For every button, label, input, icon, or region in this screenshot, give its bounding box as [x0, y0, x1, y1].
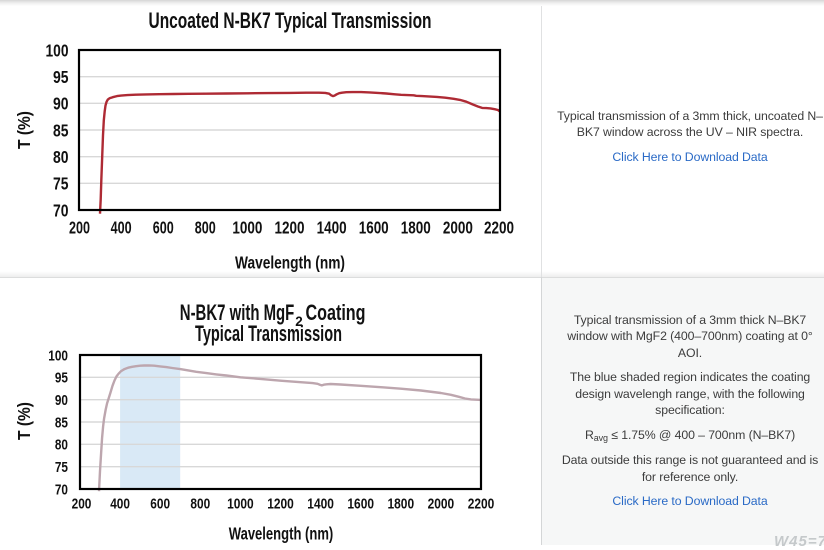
svg-text:Typical Transmission: Typical Transmission — [195, 321, 342, 346]
svg-text:1200: 1200 — [275, 217, 305, 237]
svg-text:1400: 1400 — [317, 217, 347, 237]
svg-text:1600: 1600 — [359, 217, 389, 237]
svg-text:800: 800 — [195, 217, 216, 237]
svg-text:1000: 1000 — [227, 496, 254, 512]
svg-text:90: 90 — [55, 393, 68, 409]
svg-text:2200: 2200 — [468, 496, 495, 512]
svg-text:1800: 1800 — [388, 496, 415, 512]
svg-text:70: 70 — [55, 482, 68, 498]
svg-text:75: 75 — [55, 460, 68, 476]
svg-text:95: 95 — [53, 67, 69, 87]
svg-text:2: 2 — [295, 314, 303, 329]
svg-text:90: 90 — [53, 94, 69, 114]
svg-text:80: 80 — [53, 147, 69, 167]
svg-text:85: 85 — [55, 415, 68, 431]
svg-text:1800: 1800 — [401, 217, 431, 237]
svg-text:1000: 1000 — [232, 217, 262, 237]
svg-text:400: 400 — [111, 217, 132, 237]
svg-text:Wavelength (nm): Wavelength (nm) — [235, 252, 345, 272]
svg-text:100: 100 — [46, 40, 69, 60]
svg-text:1400: 1400 — [307, 496, 334, 512]
svg-text:1600: 1600 — [347, 496, 374, 512]
svg-text:Uncoated N-BK7 Typical Transmi: Uncoated N-BK7 Typical Transmission — [149, 8, 432, 33]
svg-text:2000: 2000 — [443, 217, 473, 237]
svg-text:T (%): T (%) — [14, 402, 34, 440]
svg-text:800: 800 — [190, 496, 210, 512]
svg-text:75: 75 — [53, 174, 69, 194]
svg-text:N-BK7 with MgF: N-BK7 with MgF — [180, 300, 295, 325]
svg-text:85: 85 — [53, 120, 69, 140]
svg-text:400: 400 — [110, 496, 130, 512]
svg-text:Wavelength (nm): Wavelength (nm) — [229, 524, 334, 544]
svg-text:200: 200 — [72, 496, 92, 512]
svg-text:70: 70 — [53, 200, 69, 220]
svg-text:T (%): T (%) — [14, 111, 34, 149]
svg-text:600: 600 — [153, 217, 174, 237]
svg-text:Coating: Coating — [306, 300, 366, 325]
svg-text:2200: 2200 — [484, 217, 514, 237]
svg-text:80: 80 — [55, 438, 68, 454]
svg-text:95: 95 — [55, 371, 68, 387]
svg-text:100: 100 — [48, 348, 68, 364]
svg-text:600: 600 — [150, 496, 170, 512]
svg-text:1200: 1200 — [267, 496, 294, 512]
svg-text:2000: 2000 — [428, 496, 455, 512]
svg-text:200: 200 — [69, 217, 90, 237]
